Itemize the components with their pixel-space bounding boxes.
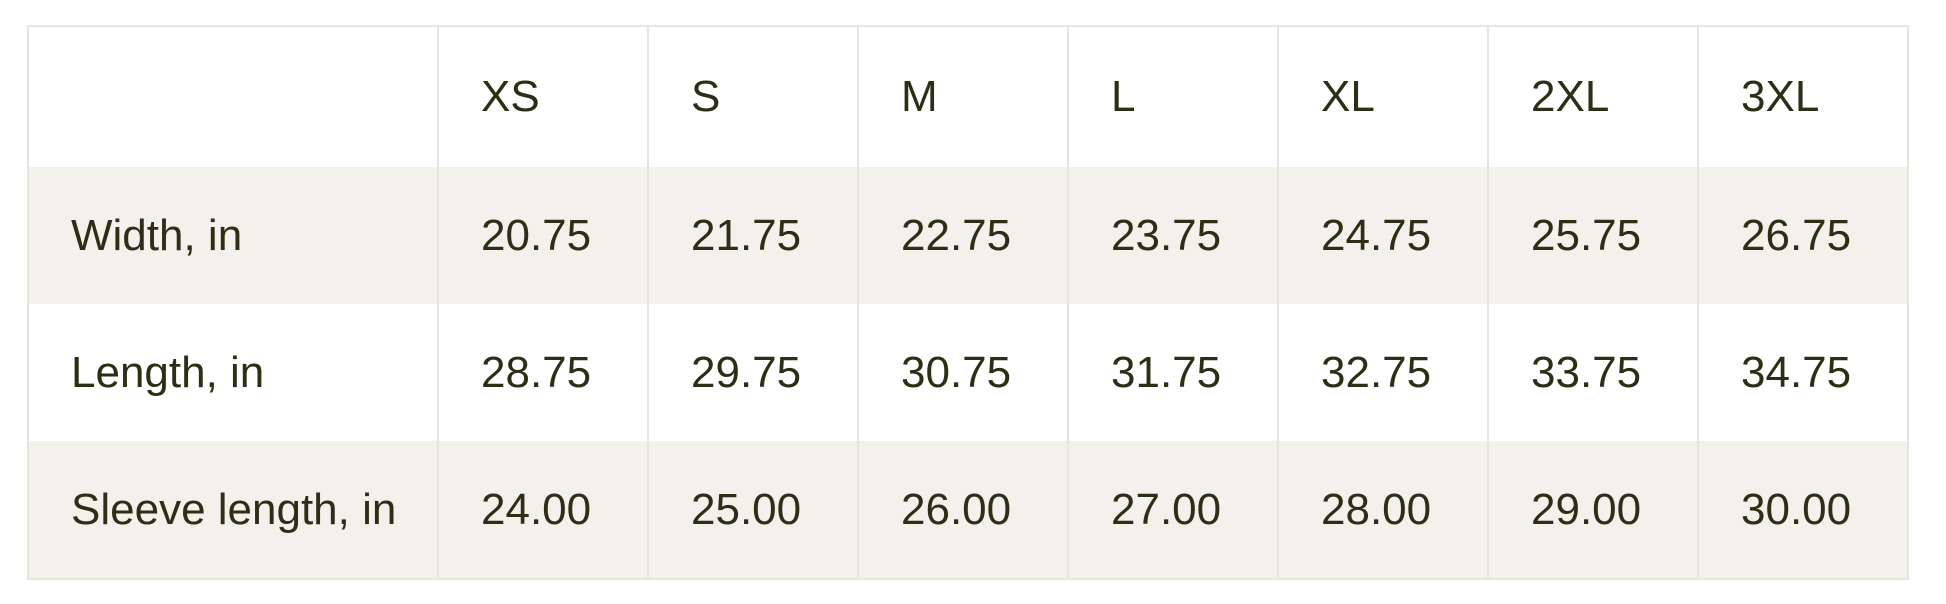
size-value-cell: 29.00	[1487, 441, 1697, 578]
size-value-cell: 24.00	[437, 441, 647, 578]
size-value-cell: 30.75	[857, 304, 1067, 441]
size-value-cell: 25.00	[647, 441, 857, 578]
size-value-cell: 22.75	[857, 167, 1067, 304]
row-label: Length, in	[71, 347, 265, 397]
size-value-cell: 21.75	[647, 167, 857, 304]
size-chart-header-row: XS S M L XL 2XL 3XL	[29, 27, 1907, 167]
size-value-cell: 33.75	[1487, 304, 1697, 441]
header-size-m: M	[857, 27, 1067, 167]
size-value-cell: 28.75	[437, 304, 647, 441]
size-value-cell: 34.75	[1697, 304, 1907, 441]
size-value-cell: 30.00	[1697, 441, 1907, 578]
size-value-cell: 27.00	[1067, 441, 1277, 578]
size-value-cell: 31.75	[1067, 304, 1277, 441]
table-row-sleeve-length: Sleeve length, in 24.00 25.00 26.00 27.0…	[29, 441, 1907, 578]
size-value-cell: 24.75	[1277, 167, 1487, 304]
header-size-xl: XL	[1277, 27, 1487, 167]
size-value-cell: 23.75	[1067, 167, 1277, 304]
size-value-cell: 29.75	[647, 304, 857, 441]
table-row-length: Length, in 28.75 29.75 30.75 31.75 32.75…	[29, 304, 1907, 441]
size-value-cell: 26.75	[1697, 167, 1907, 304]
row-label: Width, in	[71, 210, 243, 260]
size-value-cell: 20.75	[437, 167, 647, 304]
header-size-xs: XS	[437, 27, 647, 167]
table-row-width: Width, in 20.75 21.75 22.75 23.75 24.75 …	[29, 167, 1907, 304]
size-chart-table: XS S M L XL 2XL 3XL Width, in 20.75 21.7…	[27, 25, 1909, 580]
size-value-cell: 28.00	[1277, 441, 1487, 578]
size-value-cell: 25.75	[1487, 167, 1697, 304]
header-size-l: L	[1067, 27, 1277, 167]
header-empty-cell	[29, 27, 437, 167]
header-size-2xl: 2XL	[1487, 27, 1697, 167]
size-value-cell: 32.75	[1277, 304, 1487, 441]
row-label: Sleeve length, in	[71, 484, 397, 534]
size-value-cell: 26.00	[857, 441, 1067, 578]
header-size-s: S	[647, 27, 857, 167]
header-size-3xl: 3XL	[1697, 27, 1907, 167]
